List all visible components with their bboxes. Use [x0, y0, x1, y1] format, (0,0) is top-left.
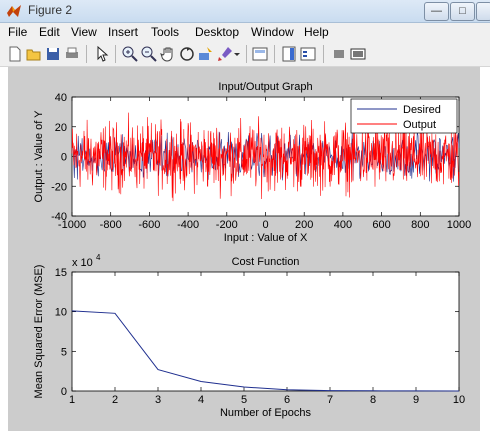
io-x-tick-label: 200 [295, 219, 313, 231]
cost-x-tick-label: 6 [284, 394, 290, 406]
title-bar[interactable]: Figure 2 — □ [0, 0, 490, 23]
io-y-tick-label: 20 [55, 122, 67, 134]
io-x-tick-label: 400 [334, 219, 352, 231]
cost-x-tick-label: 4 [198, 394, 204, 406]
io-title: Input/Output Graph [218, 81, 312, 93]
menu-insert[interactable]: Insert [108, 25, 138, 39]
close-button[interactable] [476, 2, 490, 21]
io-x-tick-label: -800 [100, 219, 122, 231]
io-x-tick-label: 600 [372, 219, 390, 231]
io-x-tick-label: -200 [216, 219, 238, 231]
legend-output-label: Output [403, 119, 436, 131]
menu-tools[interactable]: Tools [151, 25, 179, 39]
cost-ylabel: Mean Squared Error (MSE) [33, 265, 45, 399]
toolbar-separator [86, 45, 87, 63]
legend-desired-label: Desired [403, 104, 441, 116]
open-file-icon[interactable] [25, 45, 43, 63]
matlab-icon [6, 3, 22, 19]
menu-window[interactable]: Window [251, 25, 294, 39]
link-plot-icon[interactable] [251, 45, 269, 63]
menu-desktop[interactable]: Desktop [195, 25, 239, 39]
toolbar-separator [246, 45, 247, 63]
toolbar-separator [274, 45, 275, 63]
cost-y-tick-label: 0 [61, 386, 67, 398]
new-figure-icon[interactable] [6, 45, 24, 63]
cost-x-tick-label: 1 [69, 394, 75, 406]
pointer-icon[interactable] [93, 45, 111, 63]
cost-exponent-label: x 10 [72, 257, 93, 269]
print-icon[interactable] [63, 45, 81, 63]
pan-hand-icon[interactable] [159, 45, 177, 63]
io-y-tick-label: 0 [61, 152, 67, 164]
menu-help[interactable]: Help [304, 25, 329, 39]
cost-y-tick-label: 10 [55, 307, 67, 319]
cost-x-tick-label: 10 [453, 394, 465, 406]
cost-title: Cost Function [232, 256, 300, 268]
toolbar-separator [323, 45, 324, 63]
io-x-tick-label: -400 [177, 219, 199, 231]
cost-axes-box [72, 272, 459, 391]
io-y-tick-label: 40 [55, 92, 67, 104]
io-x-tick-label: 800 [411, 219, 429, 231]
toolbar-separator [115, 45, 116, 63]
cost-x-tick-label: 8 [370, 394, 376, 406]
brush-icon[interactable] [216, 45, 234, 63]
legend-icon[interactable] [299, 45, 317, 63]
io-ylabel: Output : Value of Y [33, 110, 45, 203]
minimize-button[interactable]: — [424, 2, 449, 21]
toolbar [0, 42, 490, 67]
cost-x-tick-label: 5 [241, 394, 247, 406]
io-xlabel: Input : Value of X [224, 232, 308, 244]
cost-y-tick-label: 5 [61, 346, 67, 358]
save-icon[interactable] [44, 45, 62, 63]
brush-dropdown-icon[interactable] [233, 45, 241, 63]
zoom-out-icon[interactable] [140, 45, 158, 63]
io-x-tick-label: -600 [138, 219, 160, 231]
menu-view[interactable]: View [71, 25, 97, 39]
show-plot-tools-icon[interactable] [349, 45, 367, 63]
cost-x-tick-label: 7 [327, 394, 333, 406]
data-cursor-icon[interactable] [197, 45, 215, 63]
window-title: Figure 2 [28, 3, 72, 17]
io-y-tick-label: -20 [51, 181, 67, 193]
io-y-tick-label: -40 [51, 211, 67, 223]
cost-x-tick-label: 9 [413, 394, 419, 406]
cost-exponent-power: 4 [96, 253, 101, 262]
menu-bar: File Edit View Insert Tools Desktop Wind… [0, 23, 490, 42]
maximize-button[interactable]: □ [450, 2, 475, 21]
menu-file[interactable]: File [8, 25, 27, 39]
cost-x-tick-label: 2 [112, 394, 118, 406]
rotate-3d-icon[interactable] [178, 45, 196, 63]
io-x-tick-label: 0 [262, 219, 268, 231]
cost-x-tick-label: 3 [155, 394, 161, 406]
io-x-tick-label: 1000 [447, 219, 471, 231]
cost-xlabel: Number of Epochs [220, 407, 312, 419]
cost-y-tick-label: 15 [55, 267, 67, 279]
colorbar-icon[interactable] [280, 45, 298, 63]
hide-plot-tools-icon[interactable] [330, 45, 348, 63]
zoom-in-icon[interactable] [121, 45, 139, 63]
menu-edit[interactable]: Edit [39, 25, 60, 39]
